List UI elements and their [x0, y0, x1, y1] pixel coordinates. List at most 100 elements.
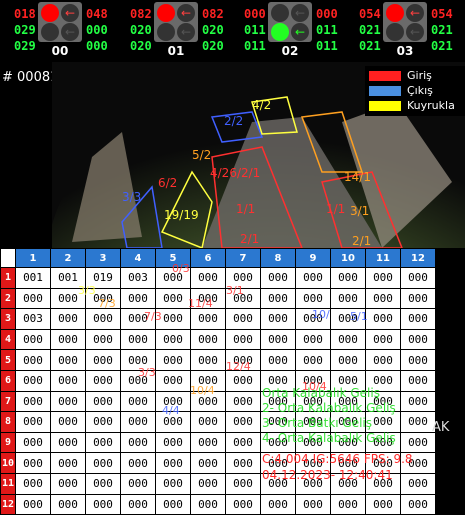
- grid-overlay-label: 10/4: [190, 384, 215, 397]
- grid-cell: 000: [225, 452, 261, 474]
- grid-row-header: 10: [0, 452, 16, 474]
- grid-row-header: 8: [0, 411, 16, 433]
- grid-overlay-label: 0/3: [172, 262, 190, 275]
- grid-cell: 000: [225, 431, 261, 454]
- arrow-left-icon: ←: [406, 4, 424, 22]
- grid-cell: 000: [400, 349, 436, 371]
- zone-label: 2/1: [240, 232, 260, 246]
- zone-label: 2/2: [224, 114, 244, 128]
- zone-label: 6/2: [158, 176, 178, 190]
- zone-polygon: [210, 111, 264, 143]
- grid-row-header: 11: [0, 472, 16, 495]
- zone-polygon: [321, 171, 403, 248]
- grid-corner: [0, 248, 16, 268]
- signal-right-counts: 054 021 021: [431, 6, 453, 54]
- grid-overlay-label: 7/3: [98, 297, 116, 310]
- zone-label: 2/1: [352, 234, 372, 248]
- grid-cell: 000: [15, 472, 51, 495]
- grid-cell: 000: [155, 328, 191, 351]
- grid-cell: 000: [85, 431, 121, 454]
- grid-cell: 000: [295, 267, 331, 289]
- zone-label: 1/1: [236, 202, 256, 216]
- zone-polygon: [160, 170, 213, 248]
- green-lamp-icon: [271, 23, 289, 41]
- grid-row-header: 12: [0, 493, 16, 515]
- fps-readout: C:4.004 IG:5646 FPS: 9.8: [262, 452, 413, 466]
- grid-cell: 000: [260, 308, 296, 330]
- grid-cell: 000: [400, 328, 436, 351]
- grid-cell: 000: [260, 369, 296, 392]
- grid-cell: 000: [365, 308, 401, 330]
- grid-cell: 000: [15, 390, 51, 413]
- grid-cell: 000: [50, 287, 86, 310]
- signal-label: 00: [51, 44, 69, 58]
- legend-label: Kuyrukla: [407, 99, 455, 112]
- grid-cell: 000: [190, 390, 226, 413]
- grid-cell: 000: [155, 287, 191, 310]
- grid-cell: 000: [155, 349, 191, 371]
- grid-row: 5 000 000 000 000 000 000 000 000 000 000 000 000: [0, 349, 436, 371]
- green-lamp-icon: [157, 23, 175, 41]
- zone-label: 4/2: [252, 98, 272, 112]
- grid-cell: 000: [190, 308, 226, 330]
- grid-cell: 000: [190, 452, 226, 474]
- grid-cell: 000: [85, 452, 121, 474]
- grid-column-header: 11: [365, 248, 401, 268]
- status-line: Orta Kalabalık Geliş: [262, 386, 380, 400]
- grid-cell: 000: [85, 369, 121, 392]
- grid-cell: 000: [225, 493, 261, 515]
- grid-cell: 000: [85, 328, 121, 351]
- arrow-left-icon: ←: [291, 4, 309, 22]
- grid-cell: 000: [260, 349, 296, 371]
- grid-cell: 000: [15, 431, 51, 454]
- signal-count: 029: [14, 39, 36, 53]
- signal-right-counts: 000 011 011: [316, 6, 338, 54]
- grid-column-header: 9: [295, 248, 331, 268]
- zone-label: 3/1: [350, 204, 370, 218]
- grid-row-header: 3: [0, 308, 16, 330]
- signal-count: 054: [431, 7, 453, 21]
- grid-cell: 000: [190, 349, 226, 371]
- signal-03: 054 021 021 ← ← 03 054 021 021: [345, 0, 463, 60]
- legend-label: Çıkış: [407, 84, 433, 97]
- grid-row: 1 001 001 019 003 000 000 000 000 000 000 000 000: [0, 267, 436, 289]
- grid-cell: 000: [15, 411, 51, 433]
- signal-count: 021: [431, 23, 453, 37]
- grid-cell: 000: [50, 328, 86, 351]
- grid-cell: 000: [295, 493, 331, 515]
- grid-cell: 000: [260, 411, 296, 433]
- grid-row-header: 2: [0, 287, 16, 310]
- signal-left-counts: 000 011 011: [244, 6, 266, 54]
- signal-count: 000: [86, 39, 108, 53]
- legend-entry: Çıkış: [369, 84, 433, 97]
- signal-count: 000: [244, 7, 266, 21]
- grid-cell: 001: [15, 267, 51, 289]
- green-lamp-icon: [41, 23, 59, 41]
- legend: Giriş Çıkış Kuyrukla: [365, 66, 465, 116]
- arrow-left-icon: ←: [406, 23, 424, 41]
- grid-cell: 000: [190, 431, 226, 454]
- grid-cell: 000: [15, 349, 51, 371]
- red-lamp-icon: [41, 4, 59, 22]
- grid-cell: 000: [120, 411, 156, 433]
- grid-column-header: 3: [85, 248, 121, 268]
- arrow-left-icon: ←: [61, 4, 79, 22]
- grid-cell: 000: [85, 472, 121, 495]
- grid-cell: 000: [155, 472, 191, 495]
- grid-cell: 000: [190, 411, 226, 433]
- signal-02: 000 011 011 ← ← 02 000 011 011: [230, 0, 348, 60]
- grid-cell: 000: [365, 493, 401, 515]
- grid-cell: 000: [295, 369, 331, 392]
- grid-cell: 000: [365, 411, 401, 433]
- grid-cell: 000: [400, 452, 436, 474]
- signal-count: 018: [14, 7, 36, 21]
- grid-cell: 000: [155, 411, 191, 433]
- grid-row: 3 003 000 000 000 000 000 000 000 000 000 000 000: [0, 308, 436, 330]
- grid-cell: 000: [85, 349, 121, 371]
- signal-count: 082: [202, 7, 224, 21]
- grid-column-header: 12: [400, 248, 436, 268]
- grid-cell: 000: [330, 493, 366, 515]
- grid-cell: 000: [365, 369, 401, 392]
- grid-row: 6 000 000 000 000 000 000 000 000 000 000 000 000: [0, 369, 436, 392]
- grid-cell: 000: [365, 431, 401, 454]
